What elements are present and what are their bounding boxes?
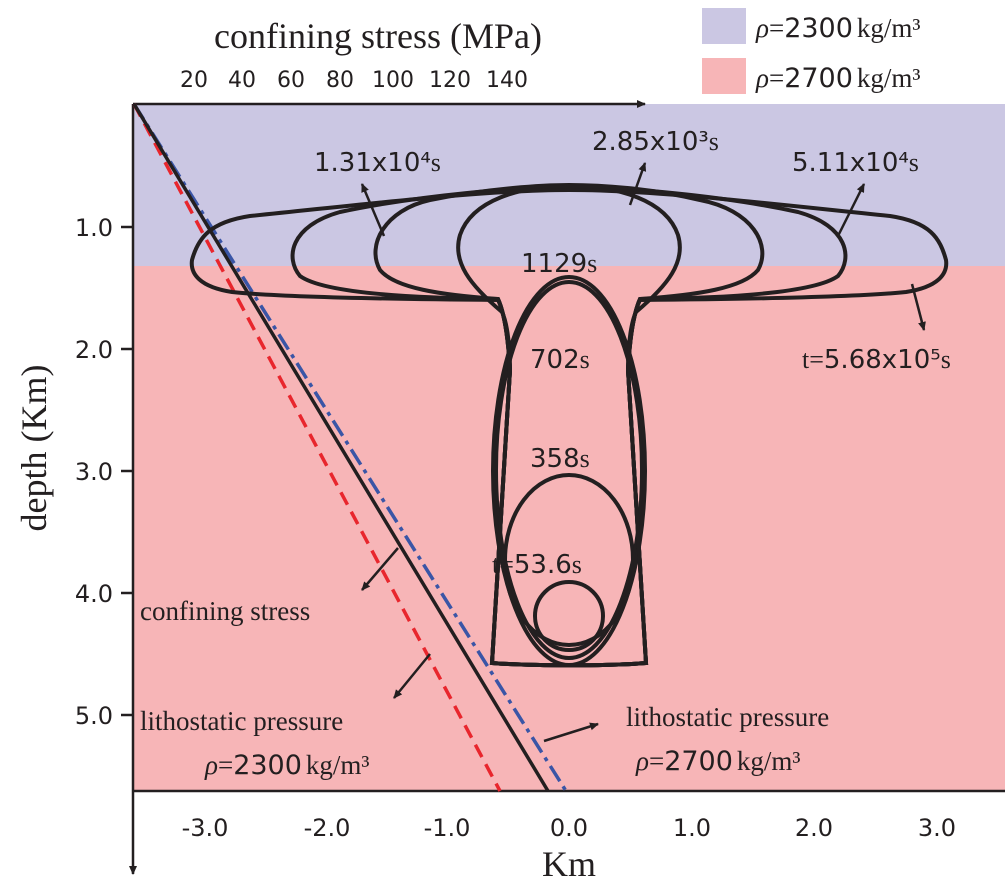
top-tick-label: 20 — [180, 68, 208, 93]
top-tick-label: 140 — [486, 68, 528, 93]
pointer-arrow-confining — [361, 547, 399, 591]
legend-label-2700: ρ=2700 kg/m³ — [755, 63, 921, 94]
top-tick-label: 40 — [228, 68, 256, 93]
pointer-arrows — [360, 162, 926, 743]
pointer-arrow-litho-2700 — [543, 722, 599, 743]
left-tick-label: 3.0 — [75, 458, 113, 486]
top-tick-label: 120 — [429, 68, 471, 93]
pointer-arrow-t7 — [910, 283, 926, 331]
bottom-tick-label: 2.0 — [795, 814, 833, 842]
litho-2700-density: ρ=2700 kg/m³ — [635, 746, 801, 777]
legend-swatch-2700 — [702, 58, 746, 94]
top-tick-label: 60 — [277, 68, 305, 93]
contour-t7 — [189, 187, 949, 668]
bottom-tick-label: -3.0 — [182, 814, 229, 842]
pointer-arrow-t6 — [836, 183, 866, 237]
top-tick-label: 100 — [372, 68, 414, 93]
time-label-t6: 5.11x10⁴s — [792, 148, 919, 178]
top-axis-ticks: 20 40 60 80 100 120 140 — [180, 68, 528, 93]
time-label-t3: 1129s — [521, 249, 597, 279]
litho-2300-line — [132, 103, 502, 792]
left-tick-label: 4.0 — [75, 580, 113, 608]
time-label-t5: 1.31x10⁴s — [314, 148, 441, 178]
lower-layer-region — [133, 266, 1005, 791]
time-label-t7: t=5.68x10⁵s — [802, 345, 951, 375]
left-axis-label: depth (Km) — [14, 365, 54, 532]
top-tick-label: 80 — [326, 68, 354, 93]
contour-t2 — [494, 280, 644, 660]
left-tick-label: 5.0 — [75, 702, 113, 730]
confining-stress-label: confining stress — [140, 596, 310, 626]
bottom-tick-label: 0.0 — [550, 814, 588, 842]
confining-stress-line — [132, 103, 550, 792]
top-axis-label: confining stress (MPa) — [214, 16, 542, 56]
time-label-t1: 358s — [530, 444, 590, 474]
bottom-tick-label: 1.0 — [673, 814, 711, 842]
bottom-tick-label: 3.0 — [918, 814, 956, 842]
bottom-axis-label: Km — [542, 844, 596, 884]
bottom-tick-label: -1.0 — [424, 814, 471, 842]
contour-t0 — [533, 580, 605, 652]
time-label-t0: t=53.6s — [492, 550, 582, 580]
time-label-t4: 2.85x10³s — [592, 127, 719, 157]
left-tick-label: 1.0 — [75, 214, 113, 242]
time-label-t2: 702s — [530, 345, 590, 375]
pointer-arrow-t5 — [360, 183, 386, 237]
legend-swatch-2300 — [702, 8, 746, 44]
litho-2300-density: ρ=2300 kg/m³ — [204, 750, 370, 781]
litho-2700-title: lithostatic pressure — [626, 702, 829, 732]
bottom-tick-label: -2.0 — [304, 814, 351, 842]
pointer-arrow-t4 — [628, 162, 647, 206]
litho-2300-title: lithostatic pressure — [140, 706, 343, 736]
left-axis-ticks: 1.0 2.0 3.0 4.0 5.0 — [75, 214, 133, 730]
left-tick-label: 2.0 — [75, 336, 113, 364]
pointer-arrow-litho-2300 — [393, 653, 431, 699]
legend: ρ=2300 kg/m³ ρ=2700 kg/m³ — [702, 8, 921, 94]
legend-label-2300: ρ=2300 kg/m³ — [755, 13, 921, 44]
bottom-axis-ticks: -3.0 -2.0 -1.0 0.0 1.0 2.0 3.0 — [182, 814, 957, 842]
